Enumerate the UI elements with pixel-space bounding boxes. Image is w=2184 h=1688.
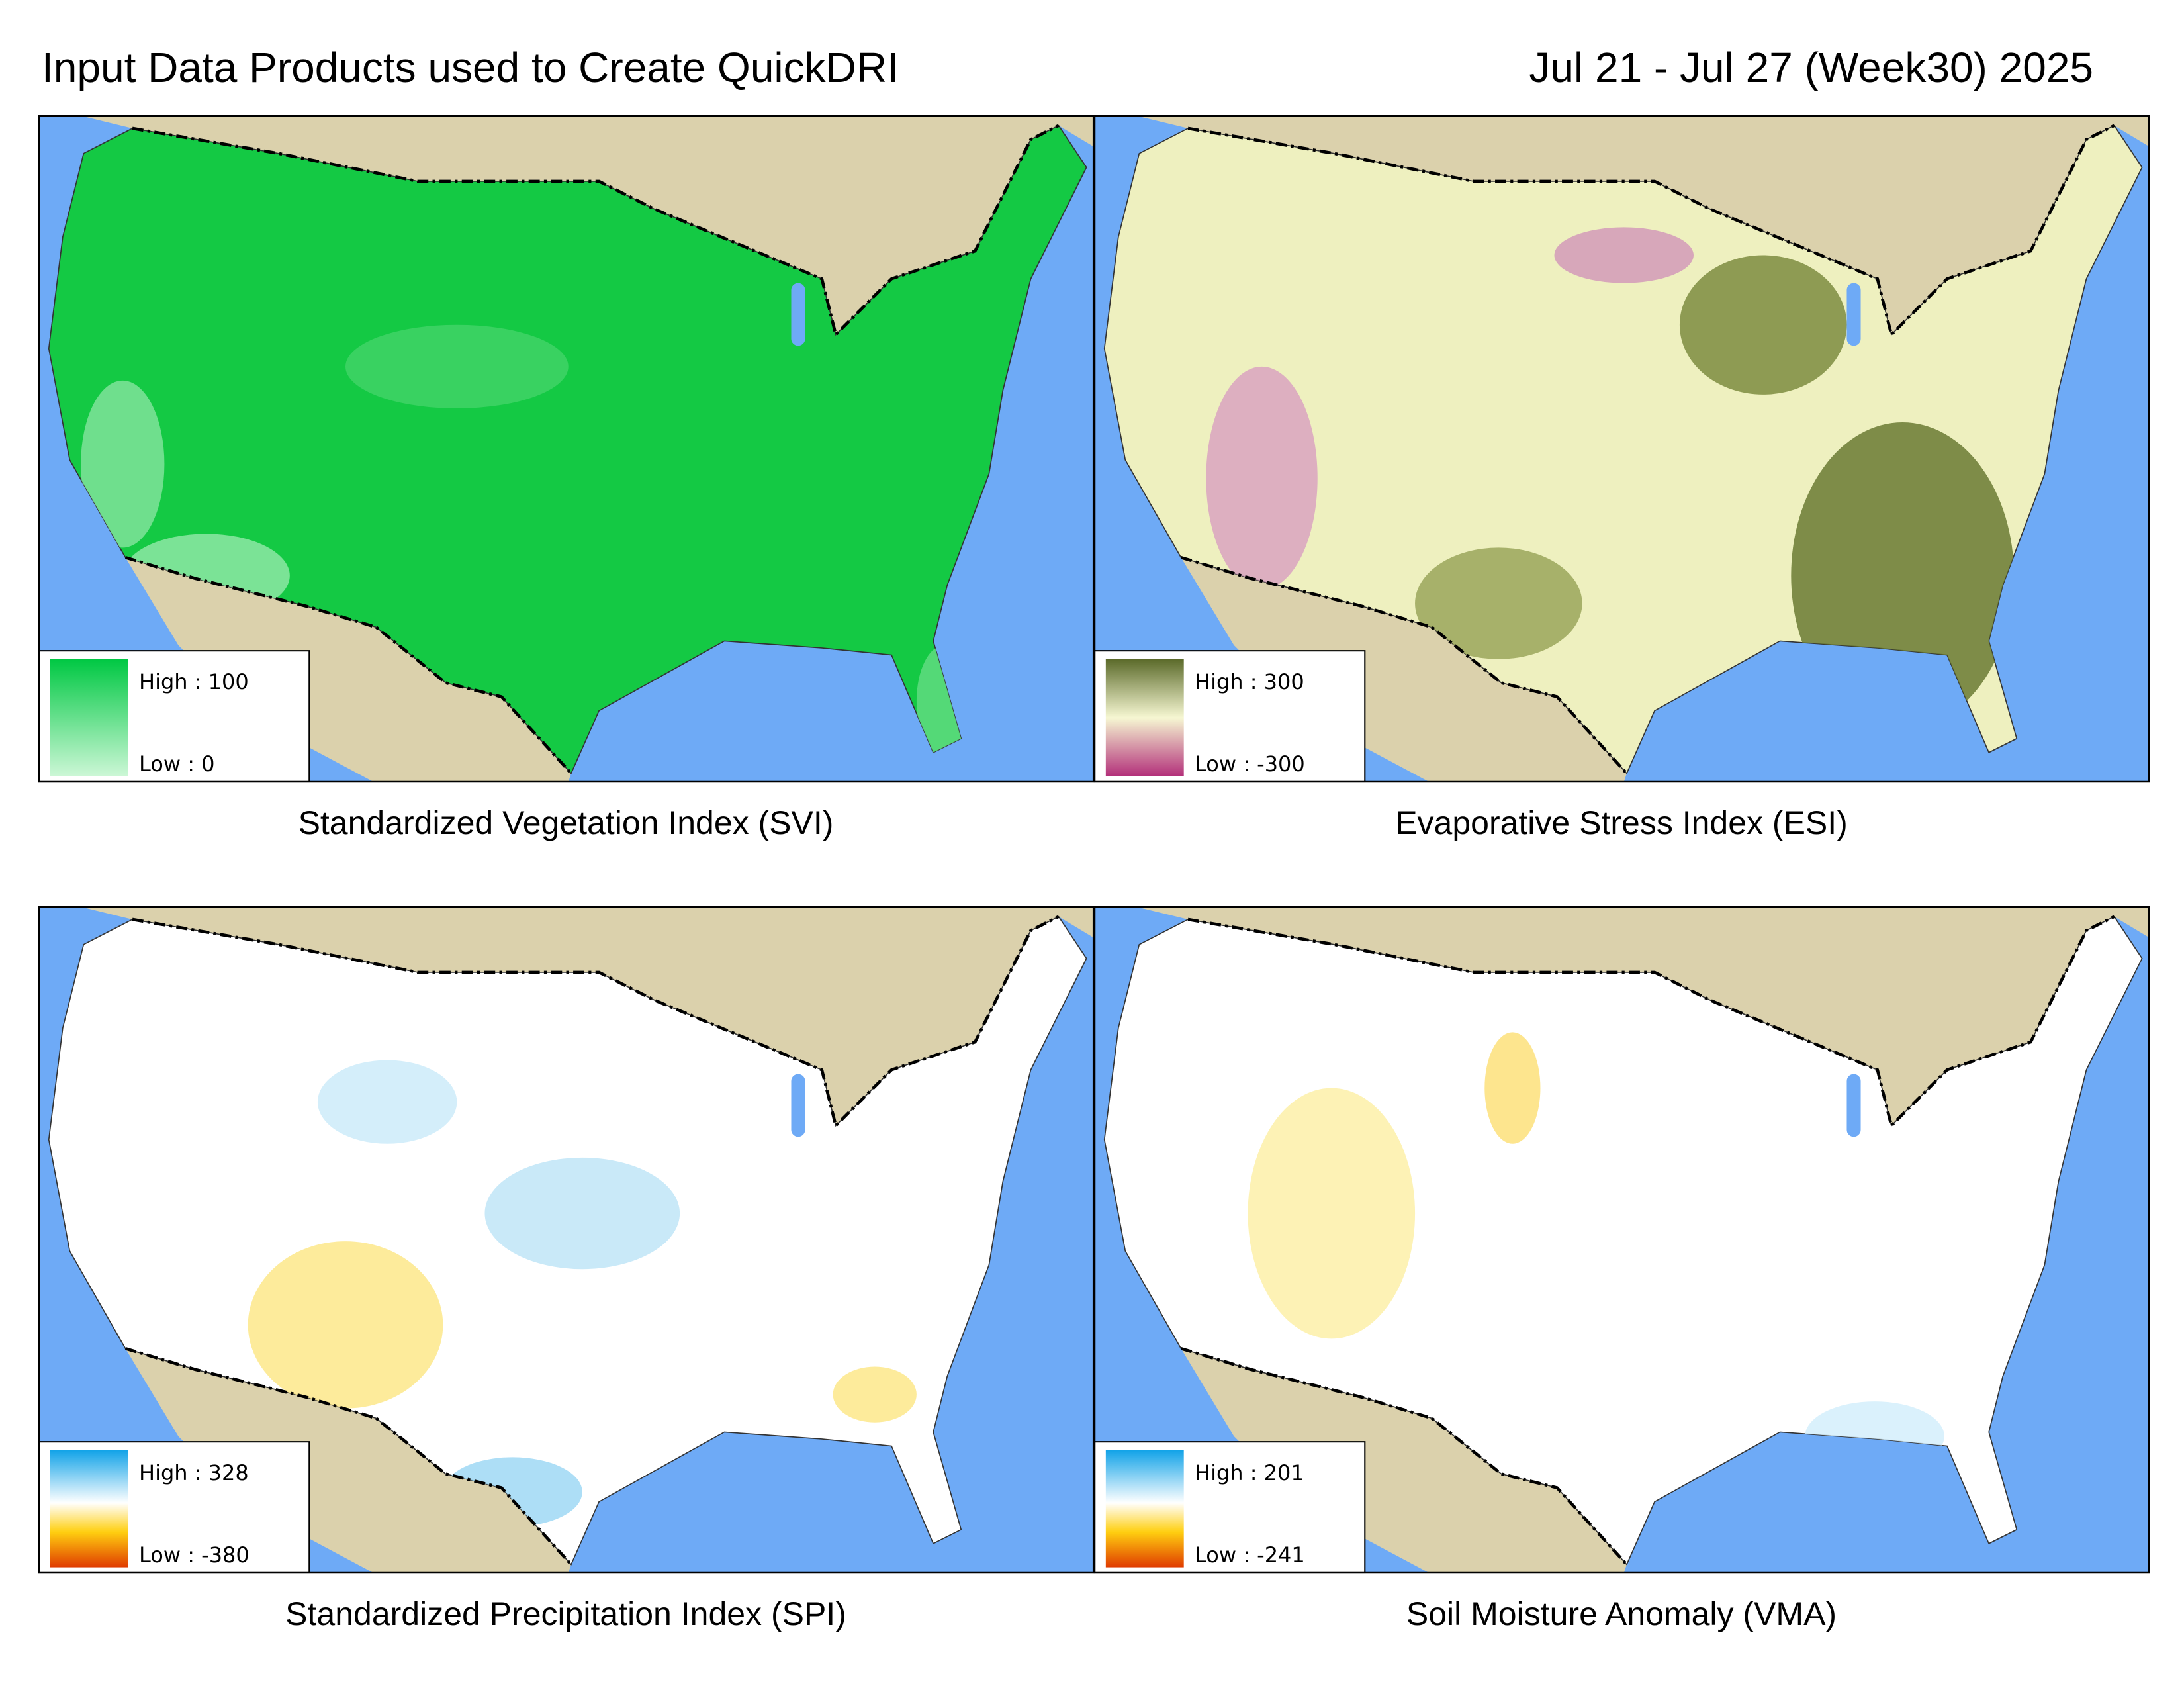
shading-blob	[1484, 1032, 1541, 1144]
shading-blob	[833, 1366, 917, 1423]
panel-frame	[1093, 115, 2150, 783]
legend-ramp	[50, 1450, 128, 1568]
shading-blob	[317, 1060, 457, 1144]
shading-blob	[1248, 1088, 1416, 1339]
page-title: Input Data Products used to Create Quick…	[42, 44, 899, 91]
legend-low: Low : 0	[139, 751, 215, 776]
legend-high: High : 201	[1195, 1460, 1304, 1485]
panel-frame	[1093, 906, 2150, 1574]
map-shading	[81, 324, 973, 757]
legend-high: High : 300	[1195, 669, 1304, 694]
panel-frame	[38, 906, 1095, 1574]
legend-high: High : 328	[139, 1460, 249, 1485]
legend-ramp	[50, 659, 128, 776]
legend-ramp	[1105, 659, 1184, 776]
panel-caption: Soil Moisture Anomaly (VMA)	[1406, 1595, 1837, 1632]
panel-frame	[38, 115, 1095, 783]
legend-low: Low : -380	[139, 1542, 250, 1568]
map-panel	[1093, 115, 2150, 783]
legend-high: High : 100	[139, 669, 249, 694]
shading-blob	[81, 380, 165, 548]
panel-caption: Standardized Vegetation Index (SVI)	[298, 804, 834, 841]
shading-blob	[1554, 227, 1694, 283]
map-panel	[1093, 906, 2150, 1574]
lake	[1846, 1074, 1861, 1137]
shading-blob	[1206, 366, 1318, 590]
legend-low: Low : -300	[1195, 751, 1305, 776]
shading-blob	[345, 324, 569, 408]
panel-caption: Evaporative Stress Index (ESI)	[1395, 804, 1848, 841]
map-panel	[38, 906, 1095, 1574]
shading-blob	[248, 1241, 443, 1409]
lake	[791, 283, 805, 346]
date-range: Jul 21 - Jul 27 (Week30) 2025	[1529, 44, 2093, 91]
shading-blob	[1415, 547, 1582, 659]
lake	[791, 1074, 805, 1137]
map-panel	[38, 115, 1095, 783]
legend-ramp	[1105, 1450, 1184, 1568]
shading-blob	[1679, 255, 1847, 395]
panel-caption: Standardized Precipitation Index (SPI)	[285, 1595, 846, 1632]
shading-blob	[484, 1157, 680, 1270]
legend-low: Low : -241	[1195, 1542, 1305, 1568]
lake	[1846, 283, 1861, 346]
